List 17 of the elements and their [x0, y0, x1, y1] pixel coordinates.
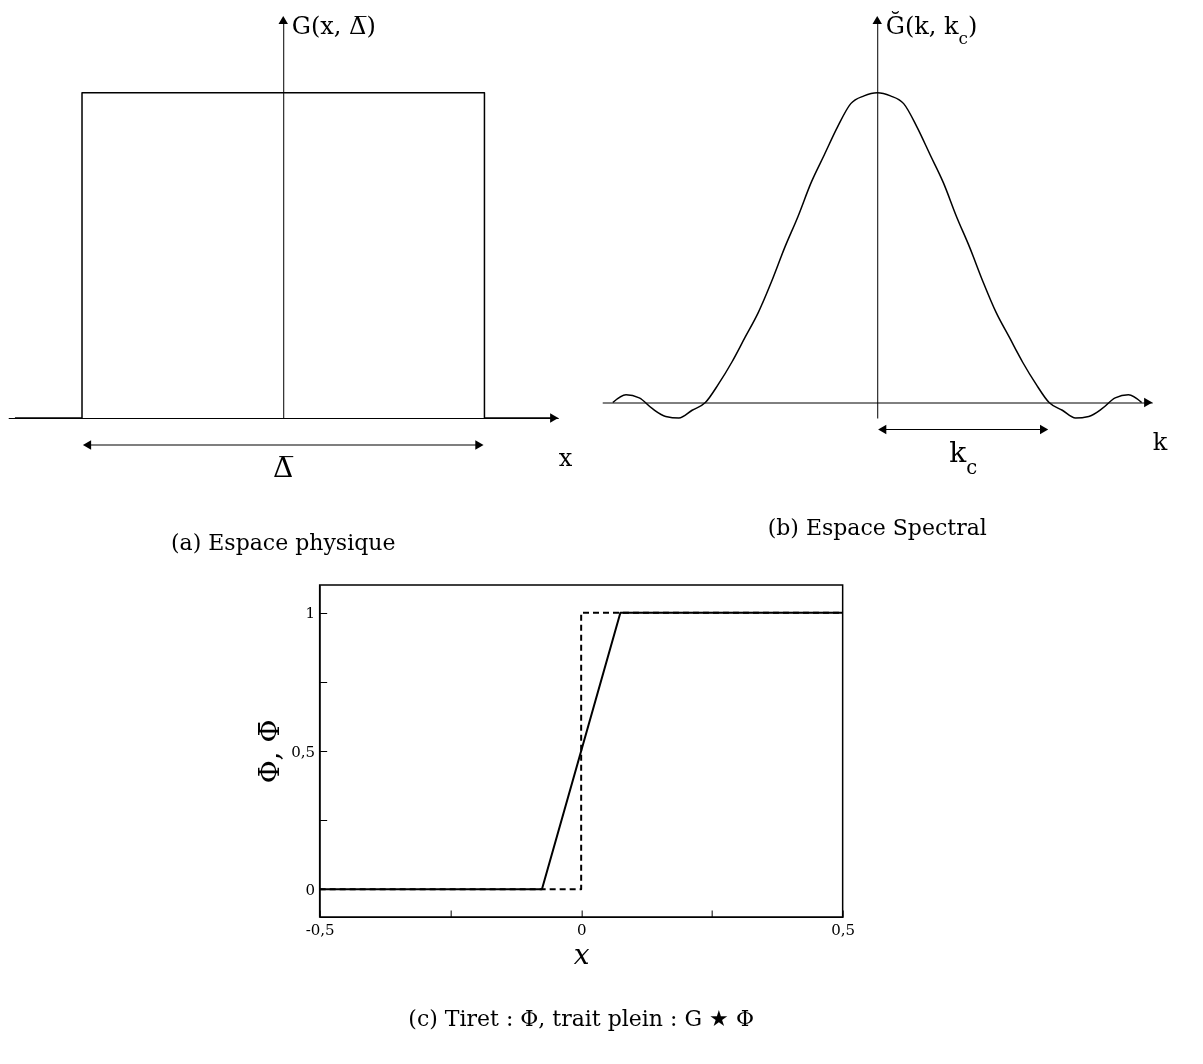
text: k$_{c}$ — [949, 435, 978, 479]
text: (c) Tiret : Φ, trait plein : G ★ Φ — [408, 1006, 754, 1031]
x-tick-label: 0 — [576, 920, 587, 939]
y-tick-label: 1 — [305, 604, 316, 623]
x-tick-label: 0,5 — [831, 920, 856, 939]
y-axis-title: G(x, Δ̅) — [291, 11, 376, 40]
text: (a) Espace physique — [171, 530, 396, 555]
x-axis-title: k — [1152, 428, 1168, 457]
x-axis-title: x — [573, 937, 590, 971]
x-tick-label: -0,5 — [305, 920, 335, 939]
x-axis-title: x — [558, 443, 573, 472]
text: (b) Espace Spectral — [767, 514, 987, 540]
y-axis-title: Φ, Φ̄ — [253, 719, 287, 784]
y-tick-label: 0 — [305, 880, 316, 899]
y-tick-label: 0,5 — [291, 742, 316, 761]
y-axis-title: Ğ(k, k$_{c}$) — [885, 10, 978, 48]
text: Δ̅ — [273, 451, 294, 484]
